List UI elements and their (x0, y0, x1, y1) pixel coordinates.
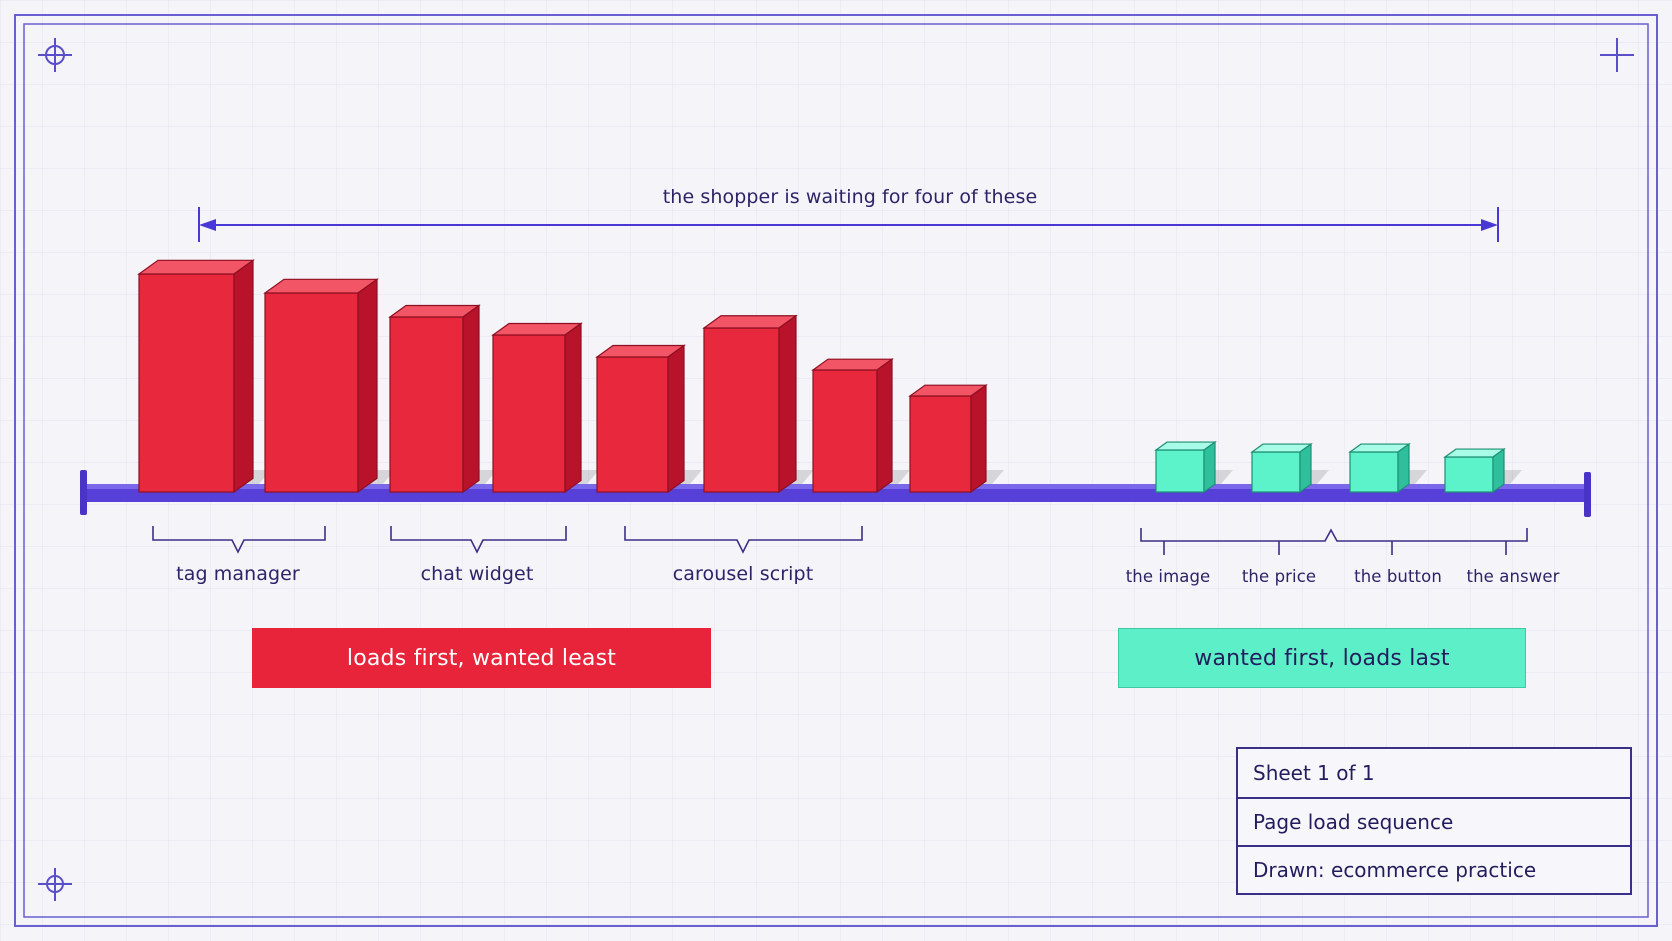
crosshair-top-left-icon (38, 38, 72, 72)
title-block-sheet: Sheet 1 of 1 (1253, 761, 1375, 785)
unwanted-script-block-1 (137, 259, 255, 494)
bracket-carousel-script (624, 526, 863, 554)
banner-wanted-first: wanted first, loads last (1118, 628, 1526, 688)
span-label: the shopper is waiting for four of these (662, 186, 1038, 208)
wanted-label-answer: the answer (1466, 567, 1560, 586)
wanted-content-block-2 (1250, 442, 1313, 494)
bracket-tag-manager (152, 526, 326, 554)
wanted-content-block-3 (1348, 442, 1411, 494)
unwanted-script-block-4 (491, 322, 583, 494)
group-label-chat-widget: chat widget (420, 563, 534, 585)
unwanted-script-block-6 (702, 314, 798, 494)
unwanted-script-block-5 (595, 344, 686, 494)
crosshair-bottom-left-icon (38, 868, 72, 901)
inner-frame (23, 23, 1649, 918)
unwanted-script-block-8 (908, 384, 988, 494)
wanted-label-button: the button (1354, 567, 1442, 586)
title-block-title: Page load sequence (1238, 797, 1630, 845)
unwanted-script-block-2 (263, 278, 379, 494)
outer-frame (14, 14, 1658, 927)
group-brackets (152, 526, 1528, 555)
waiting-span-arrow (198, 207, 1499, 242)
banner-loads-first: loads first, wanted least (252, 628, 711, 688)
crosshair-top-right-icon (1600, 38, 1634, 72)
wanted-content-block-4 (1443, 447, 1506, 494)
title-block-drawn: Drawn: ecommerce practice (1238, 845, 1630, 893)
group-label-tag-manager: tag manager (176, 563, 300, 585)
title-block: Sheet 1 of 1 Page load sequence Drawn: e… (1236, 747, 1632, 895)
wanted-label-image: the image (1125, 567, 1211, 586)
unwanted-script-block-7 (811, 358, 894, 494)
load-blocks (137, 259, 1506, 494)
group-label-carousel-script: carousel script (672, 563, 814, 585)
unwanted-script-block-3 (388, 304, 481, 494)
wanted-label-price: the price (1241, 567, 1317, 586)
wanted-content-block-1 (1154, 440, 1217, 494)
bracket-chat-widget (390, 526, 567, 554)
bracket-wanted-items (1140, 528, 1528, 542)
